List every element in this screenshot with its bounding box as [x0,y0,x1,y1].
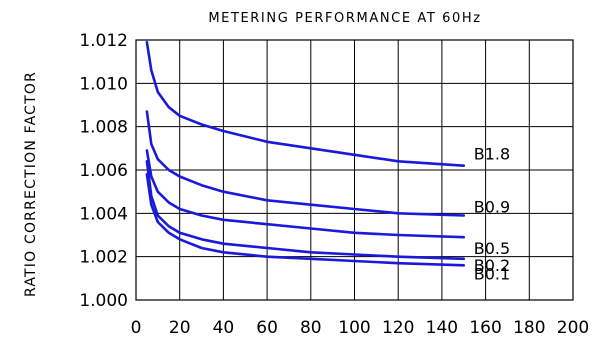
series-line-b0-1 [145,173,466,267]
x-tick-label: 200 [557,318,589,338]
series-line-b0-9 [145,110,466,217]
series-label-b0-9: B0.9 [474,198,510,217]
grid [136,40,573,300]
chart-title: METERING PERFORMANCE AT 60Hz [208,11,481,26]
series-label-b0-5: B0.5 [474,239,510,258]
y-tick-label: 1.010 [79,74,128,94]
series-layer [145,40,466,267]
y-tick-label: 1.012 [79,31,128,51]
x-tick-label: 0 [131,318,142,338]
x-tick-label: 40 [213,318,235,338]
y-axis-label: RATIO CORRECTION FACTOR [23,71,39,297]
series-label-b0-2: B0.2 [474,256,510,275]
x-tick-label: 160 [469,318,501,338]
x-tick-label: 20 [169,318,191,338]
x-tick-label: 60 [256,318,278,338]
x-tick-label: 120 [382,318,414,338]
series-line-b0-5 [145,149,466,239]
x-tick-labels: 0 20 40 60 80 100 120 140 160 180 200 [131,318,590,338]
plot-frame [135,39,574,301]
y-tick-label: 1.000 [79,291,128,311]
y-tick-label: 1.002 [79,248,128,268]
x-tick-label: 180 [513,318,545,338]
series-label-b0-1: B0.1 [474,264,510,283]
series-labels: B1.8 B0.9 B0.5B0.2B0.1 [474,145,510,284]
y-tick-label: 1.006 [79,161,128,181]
x-tick-label: 100 [338,318,370,338]
series-line-b1-8 [145,40,466,167]
series-label-b1-8: B1.8 [474,145,510,164]
x-tick-label: 140 [426,318,458,338]
y-tick-labels: 1.000 1.002 1.004 1.006 1.008 1.010 1.012 [79,31,128,311]
y-tick-label: 1.008 [79,118,128,138]
y-tick-label: 1.004 [79,204,128,224]
series-line-b0-2 [145,160,466,261]
x-tick-label: 80 [300,318,322,338]
